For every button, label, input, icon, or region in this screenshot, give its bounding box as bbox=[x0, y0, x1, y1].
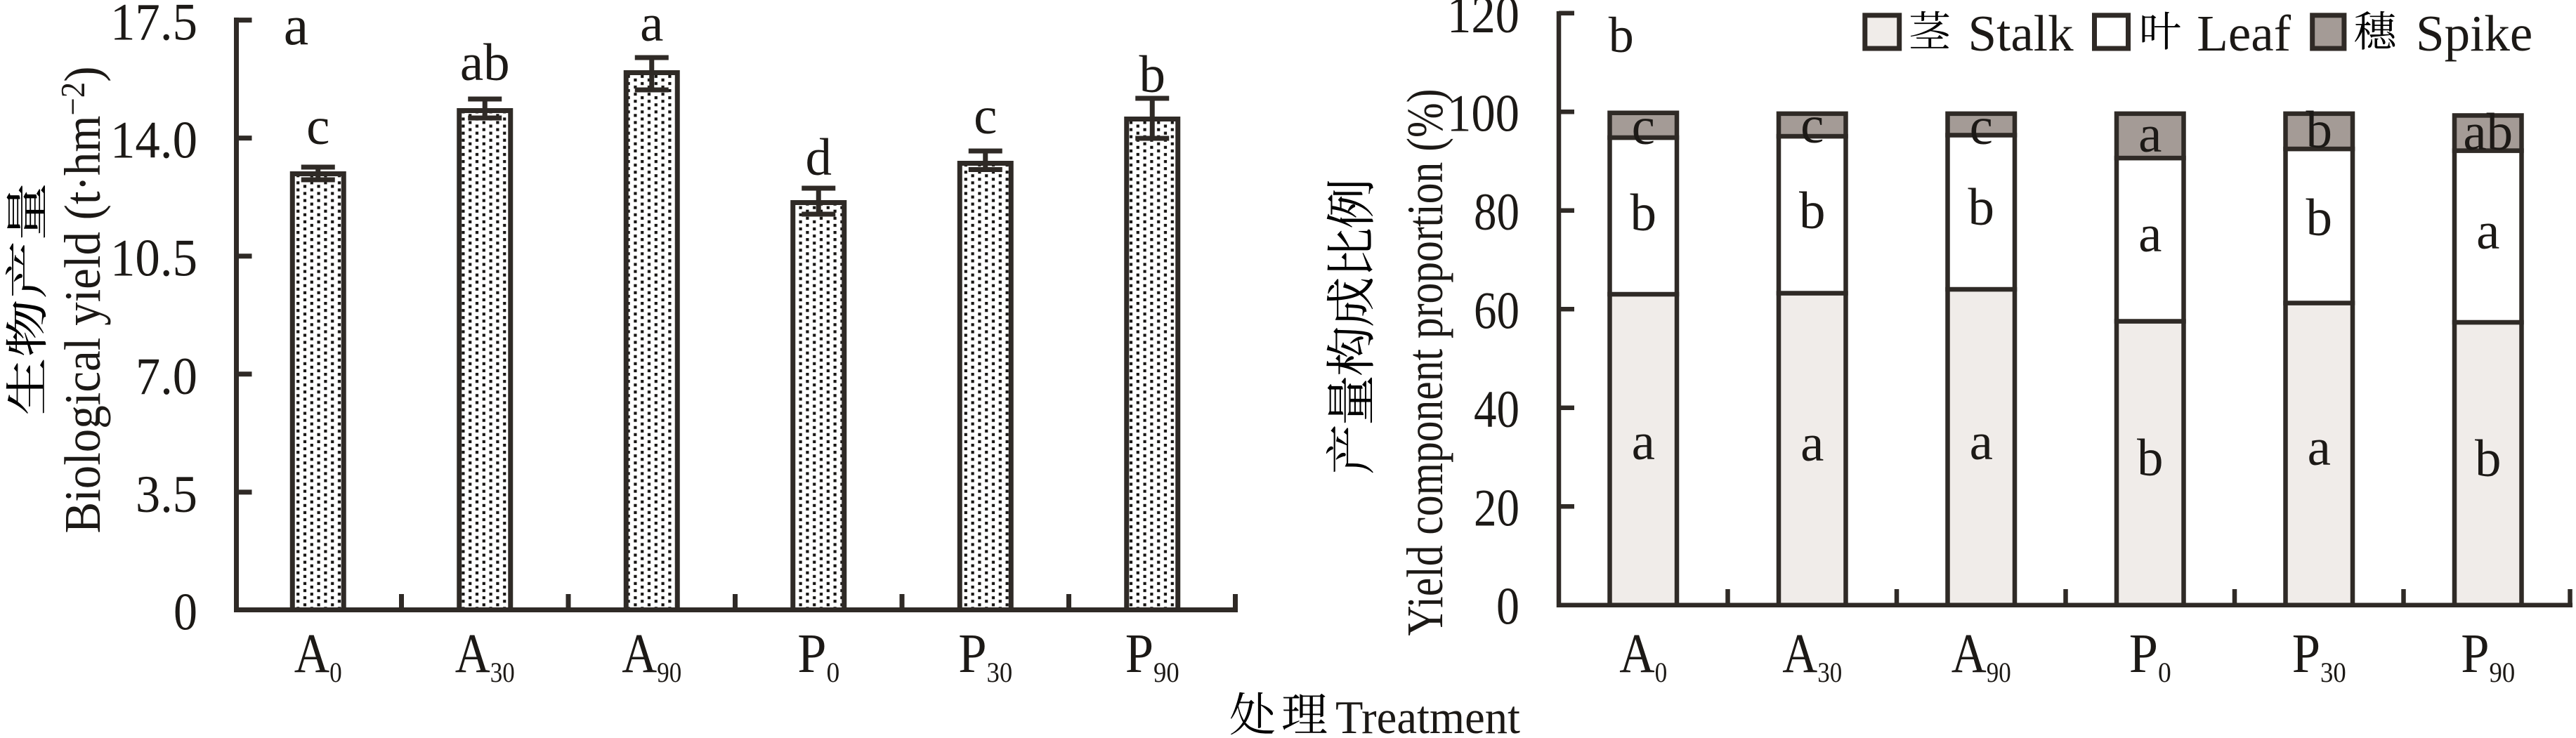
svg-text:a: a bbox=[2308, 419, 2331, 477]
svg-text:b: b bbox=[1139, 46, 1166, 104]
svg-text:Spike: Spike bbox=[2416, 5, 2532, 62]
svg-text:c: c bbox=[974, 87, 997, 145]
svg-text:a: a bbox=[2476, 202, 2499, 261]
svg-text:P30: P30 bbox=[958, 624, 1012, 688]
svg-text:0: 0 bbox=[1496, 578, 1519, 636]
svg-text:Leaf: Leaf bbox=[2197, 5, 2291, 62]
svg-text:c: c bbox=[1800, 96, 1824, 154]
svg-text:A0: A0 bbox=[1619, 624, 1667, 688]
svg-text:60: 60 bbox=[1474, 282, 1519, 340]
svg-text:120: 120 bbox=[1447, 0, 1519, 44]
svg-text:40: 40 bbox=[1474, 381, 1519, 439]
svg-text:P30: P30 bbox=[2292, 624, 2346, 688]
svg-text:d: d bbox=[806, 129, 832, 187]
svg-text:100: 100 bbox=[1447, 84, 1519, 143]
svg-text:a: a bbox=[284, 0, 309, 57]
svg-text:ab: ab bbox=[2463, 103, 2513, 162]
svg-text:P0: P0 bbox=[2129, 624, 2171, 688]
svg-text:P90: P90 bbox=[2461, 624, 2515, 688]
svg-text:A90: A90 bbox=[622, 624, 681, 688]
svg-text:P90: P90 bbox=[1125, 624, 1179, 688]
svg-text:Biological yield (t·hm−2): Biological yield (t·hm−2) bbox=[53, 67, 111, 534]
svg-text:c: c bbox=[1632, 98, 1655, 156]
svg-text:A30: A30 bbox=[1782, 624, 1842, 688]
svg-text:Treatment: Treatment bbox=[1335, 692, 1520, 734]
svg-text:b: b bbox=[2137, 429, 2164, 487]
svg-text:c: c bbox=[306, 98, 329, 156]
svg-text:b: b bbox=[2306, 101, 2333, 159]
svg-text:Yield component proportion (%): Yield component proportion (%) bbox=[1397, 89, 1453, 636]
svg-text:b: b bbox=[1609, 7, 1634, 63]
svg-text:10.5: 10.5 bbox=[110, 230, 197, 288]
svg-text:b: b bbox=[2306, 189, 2333, 247]
svg-text:A30: A30 bbox=[455, 624, 515, 688]
svg-text:a: a bbox=[2138, 205, 2162, 263]
svg-text:3.5: 3.5 bbox=[136, 466, 197, 524]
svg-text:ab: ab bbox=[460, 34, 510, 92]
svg-text:a: a bbox=[1800, 414, 1824, 473]
svg-text:a: a bbox=[1970, 413, 1993, 471]
svg-text:P0: P0 bbox=[797, 624, 839, 688]
svg-text:14.0: 14.0 bbox=[110, 112, 197, 170]
svg-text:a: a bbox=[2138, 105, 2162, 164]
svg-text:b: b bbox=[1630, 184, 1657, 242]
svg-text:b: b bbox=[1799, 182, 1826, 240]
svg-text:Stalk: Stalk bbox=[1968, 5, 2074, 62]
svg-text:c: c bbox=[1970, 98, 1993, 156]
svg-text:20: 20 bbox=[1474, 479, 1519, 537]
svg-text:0: 0 bbox=[174, 584, 197, 642]
svg-text:17.5: 17.5 bbox=[110, 0, 197, 52]
svg-text:A0: A0 bbox=[294, 624, 342, 688]
svg-text:A90: A90 bbox=[1951, 624, 2011, 688]
svg-text:7.0: 7.0 bbox=[136, 348, 197, 406]
svg-text:a: a bbox=[640, 0, 663, 53]
svg-text:b: b bbox=[1968, 178, 1995, 237]
svg-text:b: b bbox=[2475, 430, 2502, 488]
svg-text:80: 80 bbox=[1474, 183, 1519, 242]
svg-text:a: a bbox=[1632, 413, 1655, 471]
